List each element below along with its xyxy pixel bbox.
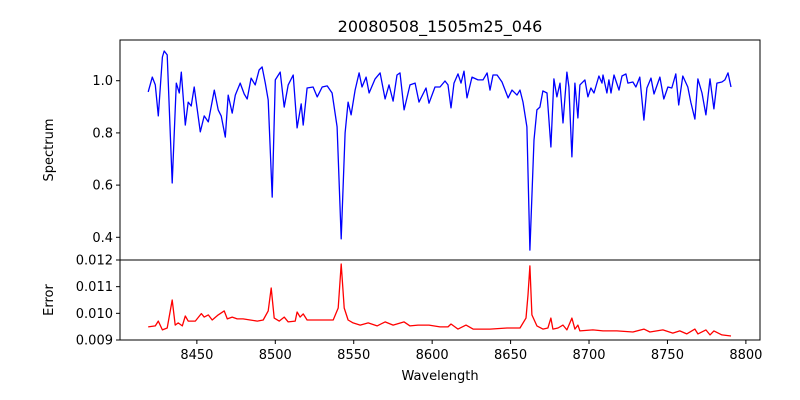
x-tick-label: 8700 — [572, 348, 605, 363]
x-tick-label: 8450 — [180, 348, 213, 363]
spectrum-y-label: Spectrum — [42, 119, 57, 182]
x-tick-label: 8500 — [259, 348, 292, 363]
x-tick-label: 8800 — [729, 348, 762, 363]
axes-frame — [119, 39, 761, 261]
y-tick-label: 0.4 — [92, 231, 113, 246]
error-line — [148, 263, 732, 337]
y-tick-label: 0.6 — [92, 179, 113, 194]
y-tick-label: 0.8 — [92, 126, 113, 141]
y-tick-label: 0.012 — [76, 254, 113, 269]
chart-title: 20080508_1505m25_046 — [338, 17, 543, 37]
x-tick-label: 8750 — [651, 348, 684, 363]
x-tick-label: 8600 — [416, 348, 449, 363]
x-tick-label: 8550 — [337, 348, 370, 363]
error-axes: 0.009 0.010 0.011 0.012 8450 8500 8550 8600 8650… — [76, 254, 763, 364]
x-axis-label: Wavelength — [401, 369, 478, 384]
axes-frame — [119, 259, 761, 341]
y-tick-label: 1.0 — [92, 74, 113, 89]
x-tick-label: 8650 — [494, 348, 527, 363]
y-tick-label: 0.011 — [76, 280, 113, 295]
error-y-label: Error — [42, 284, 57, 316]
spectrum-line — [147, 50, 732, 251]
y-tick-label: 0.010 — [76, 307, 113, 322]
y-tick-label: 0.009 — [76, 334, 113, 349]
spectrum-axes: 0.4 0.6 0.8 1.0 — [92, 39, 761, 261]
